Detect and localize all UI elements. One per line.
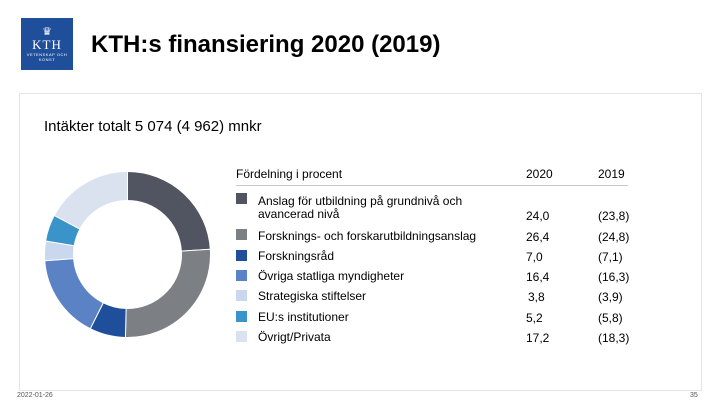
legend-swatch — [236, 270, 247, 281]
value-2019: (5,8) — [598, 311, 623, 325]
logo-subtext: VETENSKAP OCH KONST — [26, 51, 68, 62]
donut-slice-1 — [127, 170, 211, 252]
page-number: 35 — [690, 392, 698, 399]
legend-label: Strategiska stiftelser — [258, 289, 367, 303]
table-header-2020: 2020 — [526, 167, 553, 181]
legend-swatch — [236, 331, 247, 342]
legend-label: Övrigt/Privata — [258, 330, 331, 344]
value-2020: 17,2 — [526, 331, 550, 345]
legend-label: Anslag för utbildning på grundnivå och a… — [258, 194, 463, 221]
crown-icon: ♛ — [42, 25, 52, 38]
footer-date: 2022-01-26 — [17, 392, 53, 399]
slide-subtitle: Intäkter totalt 5 074 (4 962) mnkr — [44, 118, 262, 135]
value-2019: (24,8) — [598, 230, 630, 244]
value-2020: 5,2 — [526, 311, 543, 325]
legend-swatch — [236, 229, 247, 240]
legend-swatch — [236, 193, 247, 204]
value-2019: (7,1) — [598, 250, 623, 264]
legend-swatch — [236, 290, 247, 301]
table-header-2019: 2019 — [598, 167, 625, 181]
value-2020: 7,0 — [526, 250, 543, 264]
slide-title: KTH:s finansiering 2020 (2019) — [91, 31, 441, 58]
donut-slice-2 — [124, 248, 211, 338]
header-divider — [236, 185, 628, 186]
donut-slice-4 — [44, 258, 104, 330]
value-2020: 26,4 — [526, 230, 550, 244]
legend-label: Forsknings- och forskarutbildningsanslag — [258, 229, 477, 243]
value-2019: (3,9) — [598, 290, 623, 304]
donut-slice-7 — [53, 170, 128, 230]
legend-label: Övriga statliga myndigheter — [258, 269, 405, 283]
kth-logo: ♛ KTH VETENSKAP OCH KONST — [21, 18, 73, 70]
logo-name: KTH — [32, 36, 62, 52]
donut-chart — [44, 170, 211, 338]
value-2019: (16,3) — [598, 270, 630, 284]
legend-swatch — [236, 250, 247, 261]
legend-label: EU:s institutioner — [258, 310, 349, 324]
value-2019: (23,8) — [598, 209, 630, 223]
legend-swatch — [236, 311, 247, 322]
value-2020: 3,8 — [528, 290, 545, 304]
value-2020: 16,4 — [526, 270, 550, 284]
value-2019: (18,3) — [598, 331, 630, 345]
content-panel — [19, 93, 702, 391]
legend-label: Forskningsråd — [258, 249, 335, 263]
table-header-label: Fördelning i procent — [236, 167, 343, 181]
value-2020: 24,0 — [526, 209, 550, 223]
